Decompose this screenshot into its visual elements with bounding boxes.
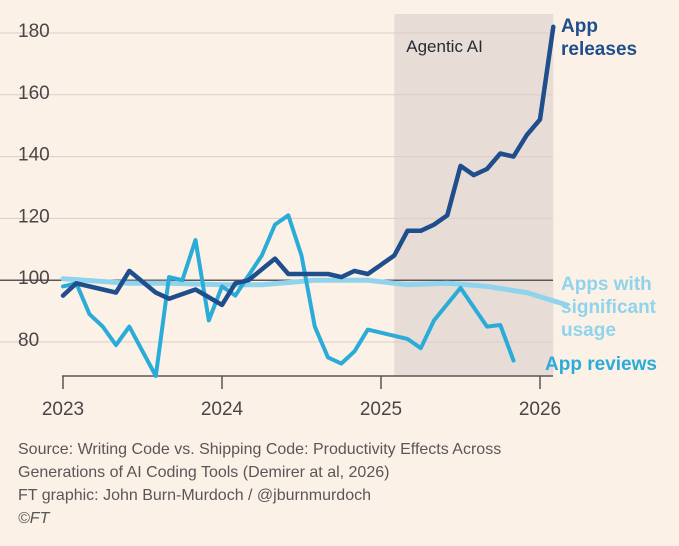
line-chart: 80 100 120 140 160 180 2023 2024 2025 2026 Agent… (0, 14, 657, 420)
x-tick-labels: 2023 2024 2025 2026 (42, 399, 561, 420)
copyright: ©FT (18, 510, 50, 527)
series-label-app-releases-line-1: App (561, 16, 598, 37)
series-label-app-releases-line-2: releases (561, 39, 637, 60)
footer: Source: Writing Code vs. Shipping Code: … (18, 438, 668, 530)
series-line-app-releases (60, 24, 556, 308)
source-line-2: Generations of AI Coding Tools (Demirer … (18, 464, 390, 481)
credit-line: FT graphic: John Burn-Murdoch / @jburnmu… (18, 487, 371, 504)
x-tick-label-2026: 2026 (519, 399, 561, 420)
y-tick-label-160: 160 (18, 83, 50, 104)
x-ticks (62, 376, 541, 389)
x-tick-label-2025: 2025 (360, 399, 402, 420)
x-tick-label-2024: 2024 (201, 399, 244, 420)
series-label-apps-with-significant-usage-line-3: usage (561, 320, 616, 341)
series-label-apps-with-significant-usage-line-2: significant (561, 297, 657, 318)
series-line-app-reviews (61, 213, 516, 378)
series-label-app-reviews-line-1: App reviews (545, 354, 657, 375)
y-tick-label-180: 180 (18, 21, 50, 42)
source-line-1: Source: Writing Code vs. Shipping Code: … (18, 441, 502, 458)
y-tick-label-140: 140 (18, 145, 50, 166)
gridlines (0, 32, 553, 343)
series-label-apps-with-significant-usage-line-1: Apps with (561, 274, 652, 295)
x-tick-label-2023: 2023 (42, 399, 84, 420)
y-tick-label-80: 80 (18, 330, 39, 351)
agentic-ai-shaded-region (394, 14, 554, 376)
series-lines (60, 24, 569, 378)
series-line-apps-with-significant-usage (60, 276, 569, 308)
y-tick-label-100: 100 (18, 268, 50, 289)
y-tick-labels: 80 100 120 140 160 180 (18, 21, 50, 351)
y-tick-label-120: 120 (18, 206, 50, 227)
agentic-ai-label: Agentic AI (406, 37, 483, 56)
